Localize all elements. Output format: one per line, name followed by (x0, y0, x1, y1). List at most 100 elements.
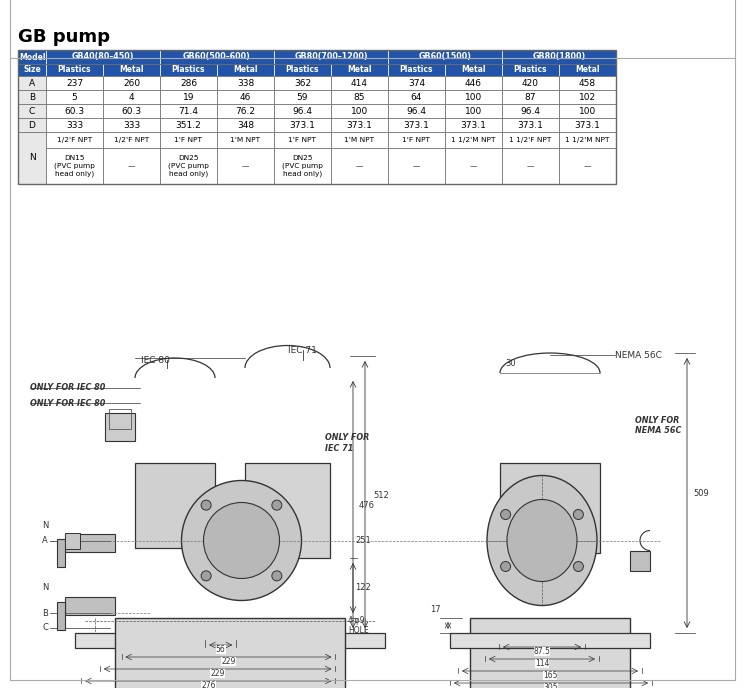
Text: 60.3: 60.3 (64, 107, 85, 116)
Bar (502, 76, 559, 90)
Bar (160, 50, 274, 64)
Circle shape (272, 500, 282, 510)
Text: Metal: Metal (233, 65, 258, 74)
Bar (331, 148, 388, 184)
Ellipse shape (487, 475, 597, 605)
Text: Size: Size (23, 65, 40, 74)
Circle shape (272, 571, 282, 581)
Text: 1/2'F NPT: 1/2'F NPT (114, 137, 149, 143)
Text: 373.1: 373.1 (460, 120, 487, 129)
Text: 1/2'F NPT: 1/2'F NPT (57, 137, 92, 143)
Text: 30: 30 (505, 359, 516, 368)
Text: 1'M NPT: 1'M NPT (230, 137, 260, 143)
Bar (46, 90, 103, 104)
Bar (135, 463, 215, 548)
Text: 446: 446 (465, 78, 482, 87)
Bar (502, 132, 559, 148)
Text: 96.4: 96.4 (406, 107, 427, 116)
Text: A: A (42, 536, 48, 545)
Text: IEC 80: IEC 80 (140, 356, 170, 365)
Bar (160, 118, 217, 132)
Text: 373.1: 373.1 (404, 120, 430, 129)
Text: —: — (356, 163, 363, 169)
Bar (274, 50, 388, 64)
Text: 338: 338 (237, 78, 254, 87)
Text: 348: 348 (237, 120, 254, 129)
Bar (445, 118, 502, 132)
Circle shape (182, 480, 302, 601)
Bar (274, 104, 331, 118)
Text: IEC 71: IEC 71 (288, 346, 317, 355)
Bar (388, 132, 445, 148)
Text: 458: 458 (579, 78, 596, 87)
Text: Plastics: Plastics (58, 65, 92, 74)
Text: C: C (42, 623, 48, 632)
Bar (502, 90, 559, 104)
Bar (630, 550, 650, 570)
Bar (559, 90, 616, 104)
Bar (18, 104, 46, 118)
Text: GB60(1500): GB60(1500) (419, 52, 472, 61)
Bar (65, 597, 115, 615)
Bar (18, 50, 46, 64)
Text: ONLY FOR IEC 80: ONLY FOR IEC 80 (30, 398, 105, 407)
Text: NEMA 56C: NEMA 56C (615, 351, 662, 360)
Bar (502, 104, 559, 118)
Bar (18, 64, 46, 76)
Bar (388, 148, 445, 184)
Text: N: N (28, 153, 35, 162)
Text: 102: 102 (579, 92, 596, 102)
Text: N: N (42, 583, 48, 592)
Text: 1 1/2'M NPT: 1 1/2'M NPT (452, 137, 496, 143)
Text: GB80(1800): GB80(1800) (532, 52, 586, 61)
Text: 305: 305 (544, 683, 558, 688)
Text: Model: Model (19, 52, 45, 61)
Text: 96.4: 96.4 (520, 107, 541, 116)
Bar (559, 76, 616, 90)
Bar (18, 50, 616, 64)
Bar (245, 463, 330, 558)
Bar (46, 148, 103, 184)
Bar (160, 104, 217, 118)
Text: 100: 100 (351, 107, 368, 116)
Text: 5: 5 (72, 92, 77, 102)
Text: 373.1: 373.1 (574, 120, 601, 129)
Bar (65, 534, 115, 552)
Text: Plastics: Plastics (514, 65, 548, 74)
Bar (274, 76, 331, 90)
Text: GB80(700–1200): GB80(700–1200) (294, 52, 368, 61)
Bar (103, 148, 160, 184)
Text: Metal: Metal (575, 65, 600, 74)
Text: B: B (42, 608, 48, 618)
Text: 100: 100 (579, 107, 596, 116)
Bar (470, 618, 630, 688)
Bar (388, 104, 445, 118)
Bar (46, 132, 103, 148)
Bar (217, 104, 274, 118)
Bar (331, 132, 388, 148)
Text: 476: 476 (359, 501, 375, 510)
Circle shape (201, 500, 211, 510)
Circle shape (573, 561, 584, 572)
Text: 374: 374 (408, 78, 425, 87)
Text: 1 1/2'F NPT: 1 1/2'F NPT (509, 137, 552, 143)
Text: GB40(80–450): GB40(80–450) (72, 52, 134, 61)
Bar (445, 148, 502, 184)
Text: —: — (242, 163, 249, 169)
Text: 76.2: 76.2 (236, 107, 256, 116)
Text: 4: 4 (129, 92, 134, 102)
Text: 420: 420 (522, 78, 539, 87)
Bar (115, 618, 345, 688)
Text: 100: 100 (465, 92, 482, 102)
Text: Plastics: Plastics (286, 65, 320, 74)
Circle shape (501, 510, 511, 519)
Ellipse shape (507, 499, 577, 581)
Text: ONLY FOR IEC 80: ONLY FOR IEC 80 (30, 383, 105, 392)
Text: 509: 509 (693, 489, 709, 499)
Bar (18, 64, 616, 76)
Bar (75, 633, 385, 648)
Bar (18, 76, 46, 90)
Text: 1'F NPT: 1'F NPT (289, 137, 316, 143)
Bar (46, 118, 103, 132)
Text: 237: 237 (66, 78, 83, 87)
